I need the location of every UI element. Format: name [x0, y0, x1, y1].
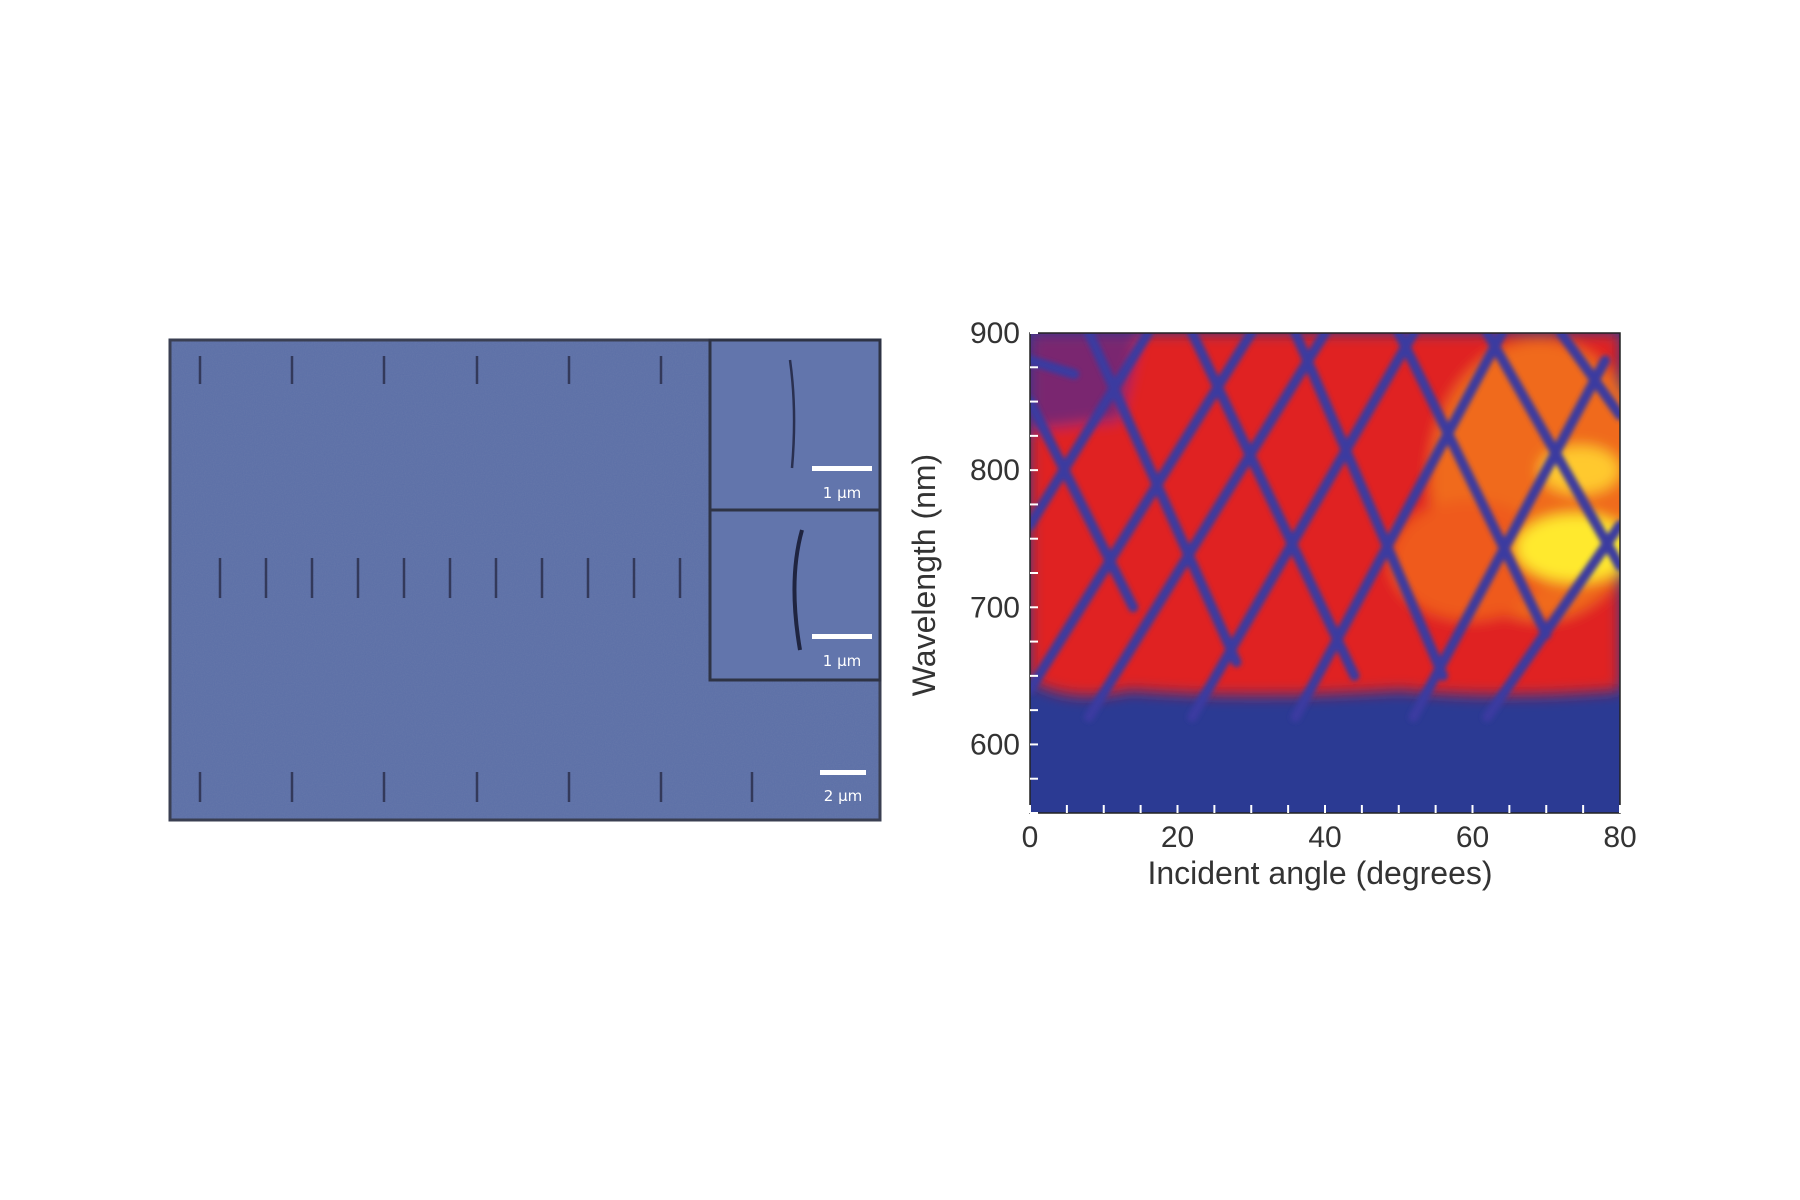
heatmap-plot-area	[1030, 333, 1620, 813]
y-axis-title: Wavelength (nm)	[906, 454, 942, 696]
inset-bottom-nanowire	[792, 529, 804, 651]
scale-label-inset-bottom: 1 μm	[823, 652, 861, 670]
scale-label-main: 2 μm	[824, 787, 862, 805]
mode-line	[1290, 333, 1448, 681]
mode-line	[1084, 333, 1242, 668]
scale-label-inset-top: 1 μm	[823, 484, 861, 502]
mode-line	[1030, 333, 1257, 695]
y-axis-ticks: 600 700 800 900	[970, 317, 1020, 761]
y-tick-label: 700	[970, 591, 1020, 624]
mode-line	[1290, 333, 1507, 722]
mode-line	[1408, 355, 1611, 722]
x-axis-title: Incident angle (degrees)	[1147, 855, 1492, 891]
x-tick-label: 60	[1456, 821, 1489, 854]
sem-micrograph: 1 μm 1 μm 2 μm	[168, 338, 882, 822]
dark-upper-left	[1030, 333, 1140, 430]
x-minor-ticks	[1029, 805, 1621, 813]
inset-top-nanowire	[788, 359, 796, 469]
mode-line	[1084, 333, 1330, 722]
y-tick-label: 800	[970, 454, 1020, 487]
mode-line	[1030, 355, 1080, 380]
heatmap-chart: 0 20 40 60 80 600 700 800 900 Incident angle (d…	[906, 317, 1637, 891]
nanowire-array	[198, 356, 754, 802]
y-minor-ticks	[1030, 332, 1038, 814]
x-axis-ticks: 0 20 40 60 80	[1022, 821, 1637, 854]
x-tick-label: 40	[1308, 821, 1341, 854]
x-tick-label: 0	[1022, 821, 1039, 854]
mode-line	[1393, 333, 1552, 640]
mode-line	[1187, 333, 1360, 681]
y-tick-label: 900	[970, 317, 1020, 350]
mode-line	[1556, 333, 1620, 421]
scale-bar-main	[820, 770, 866, 775]
y-tick-label: 600	[970, 728, 1020, 761]
mode-line	[1030, 333, 1153, 530]
mode-line	[1482, 333, 1620, 572]
scale-bar-inset-top	[812, 466, 872, 471]
x-tick-label: 20	[1161, 821, 1194, 854]
mode-lines	[1030, 333, 1620, 722]
scale-bar-inset-bottom	[812, 634, 872, 639]
mode-line	[1482, 520, 1620, 722]
mode-line	[1030, 396, 1139, 613]
x-tick-label: 80	[1603, 821, 1636, 854]
